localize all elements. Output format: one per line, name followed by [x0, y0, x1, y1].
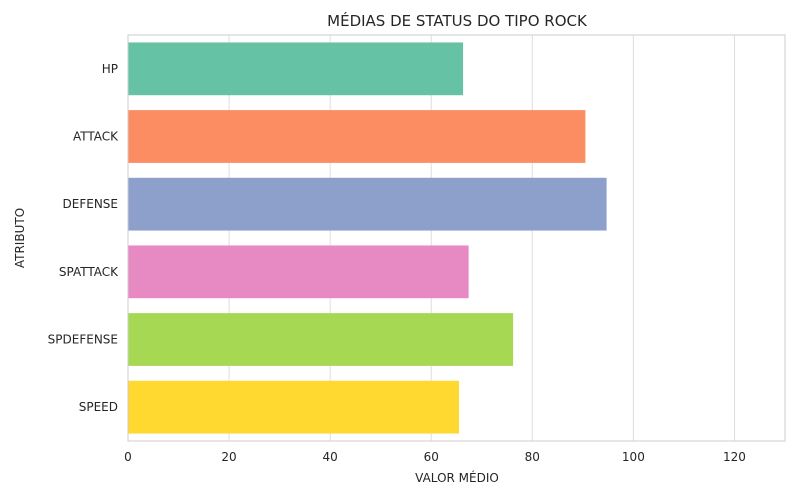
- chart-title: MÉDIAS DE STATUS DO TIPO ROCK: [327, 11, 588, 30]
- y-tick-labels: HP ATTACK DEFENSE SPATTACK SPDEFENSE SPEED: [48, 62, 119, 414]
- y-axis-label: ATRIBUTO: [13, 208, 27, 268]
- bars: [128, 42, 607, 434]
- y-tick-label: HP: [102, 62, 118, 76]
- x-tick-label: 100: [622, 450, 645, 464]
- bar-spattack: [128, 245, 469, 299]
- gridlines: [228, 35, 735, 441]
- x-tick-labels: 0 20 40 60 80 100 120: [124, 450, 746, 464]
- plot-frame: [127, 34, 786, 442]
- bar-spdefense: [128, 313, 514, 366]
- y-tick-label: SPEED: [79, 400, 118, 414]
- y-tick-label: ATTACK: [73, 130, 119, 144]
- x-axis-label: VALOR MÉDIO: [415, 470, 499, 485]
- x-tick-label: 120: [723, 450, 746, 464]
- bar-hp: [128, 42, 464, 96]
- bar-defense: [128, 177, 607, 231]
- y-tick-label: SPATTACK: [59, 265, 119, 279]
- bar-attack: [128, 110, 586, 163]
- x-tick-label: 20: [221, 450, 236, 464]
- x-tick-label: 40: [323, 450, 338, 464]
- x-tick-label: 0: [124, 450, 132, 464]
- bar-speed: [128, 380, 460, 434]
- x-tick-label: 80: [525, 450, 540, 464]
- y-tick-label: DEFENSE: [63, 197, 118, 211]
- x-tick-label: 60: [424, 450, 439, 464]
- y-tick-label: SPDEFENSE: [48, 333, 118, 347]
